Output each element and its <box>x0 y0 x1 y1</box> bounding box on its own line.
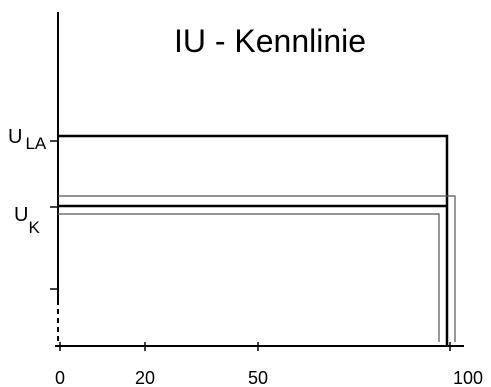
lower-outline-curve <box>58 213 440 342</box>
upper-outline-curve <box>58 195 456 342</box>
x-tick-label-50: 50 <box>248 368 268 387</box>
y-label-u-k: UK <box>14 204 40 237</box>
diagram-title: IU - Kennlinie <box>174 23 366 59</box>
y-label-u-la: U LA <box>8 126 47 153</box>
x-tick-label-100: 100 <box>453 368 483 387</box>
x-tick-label-0: 0 <box>55 368 65 387</box>
x-tick-label-20: 20 <box>135 368 155 387</box>
u-la-characteristic-line <box>58 134 449 346</box>
